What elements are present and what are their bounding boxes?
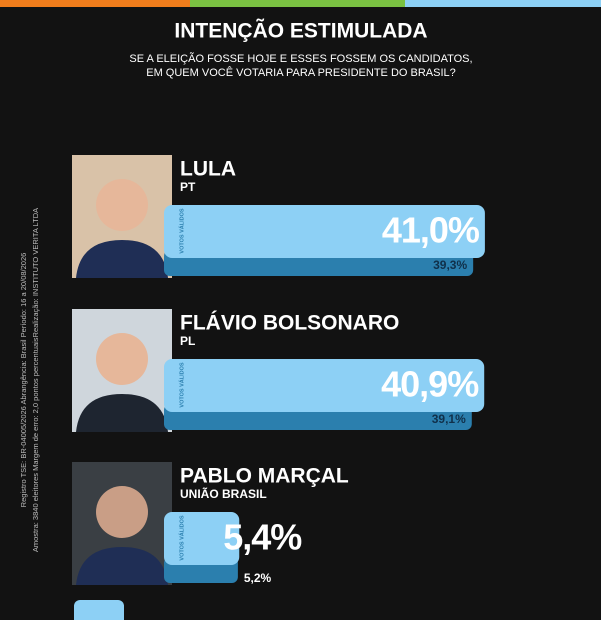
- series-label: VOTOS VÁLIDOS: [178, 515, 185, 560]
- series-label: VOTOS VÁLIDOS: [178, 362, 185, 407]
- candidate-party: UNIÃO BRASIL: [180, 486, 267, 501]
- candidate-name: LULA: [180, 158, 236, 181]
- value-label-total: 39,1%: [432, 412, 466, 426]
- subtitle: SE A ELEIÇÃO FOSSE HOJE E ESSES FOSSEM O…: [129, 52, 472, 65]
- chart-title: INTENÇÃO ESTIMULADA: [174, 20, 427, 43]
- photo-body: [76, 240, 168, 278]
- strip-green: [190, 0, 405, 7]
- value-label-valid: 5,4%: [223, 517, 302, 558]
- candidate-party: PT: [180, 180, 196, 194]
- photo-body: [76, 394, 168, 432]
- value-label-valid: 40,9%: [381, 364, 479, 405]
- next-bar-partial: [74, 600, 124, 620]
- candidate-party: PL: [180, 334, 195, 348]
- side-note: Amostra: 3840 eleitores Margem de erro: …: [31, 208, 40, 552]
- candidate-name: PABLO MARÇAL: [180, 465, 349, 488]
- bar-valid: [164, 512, 240, 565]
- photo-head: [96, 486, 148, 538]
- subtitle: EM QUEM VOCÊ VOTARIA PARA PRESIDENTE DO …: [146, 66, 456, 79]
- photo-head: [96, 179, 148, 231]
- bar-valid: [164, 359, 485, 412]
- side-note: Registro TSE: BR-04005/2026 Abrangência:…: [19, 253, 28, 508]
- candidate-name: FLÁVIO BOLSONARO: [180, 312, 399, 335]
- value-label-valid: 41,0%: [382, 210, 480, 251]
- series-label: VOTOS VÁLIDOS: [178, 208, 185, 253]
- photo-body: [76, 547, 168, 585]
- strip-blue: [405, 0, 601, 7]
- value-label-total: 39,3%: [433, 258, 467, 272]
- bar-valid: [164, 205, 485, 258]
- strip-orange: [0, 0, 190, 7]
- value-label-total: 5,2%: [244, 571, 272, 585]
- photo-head: [96, 333, 148, 385]
